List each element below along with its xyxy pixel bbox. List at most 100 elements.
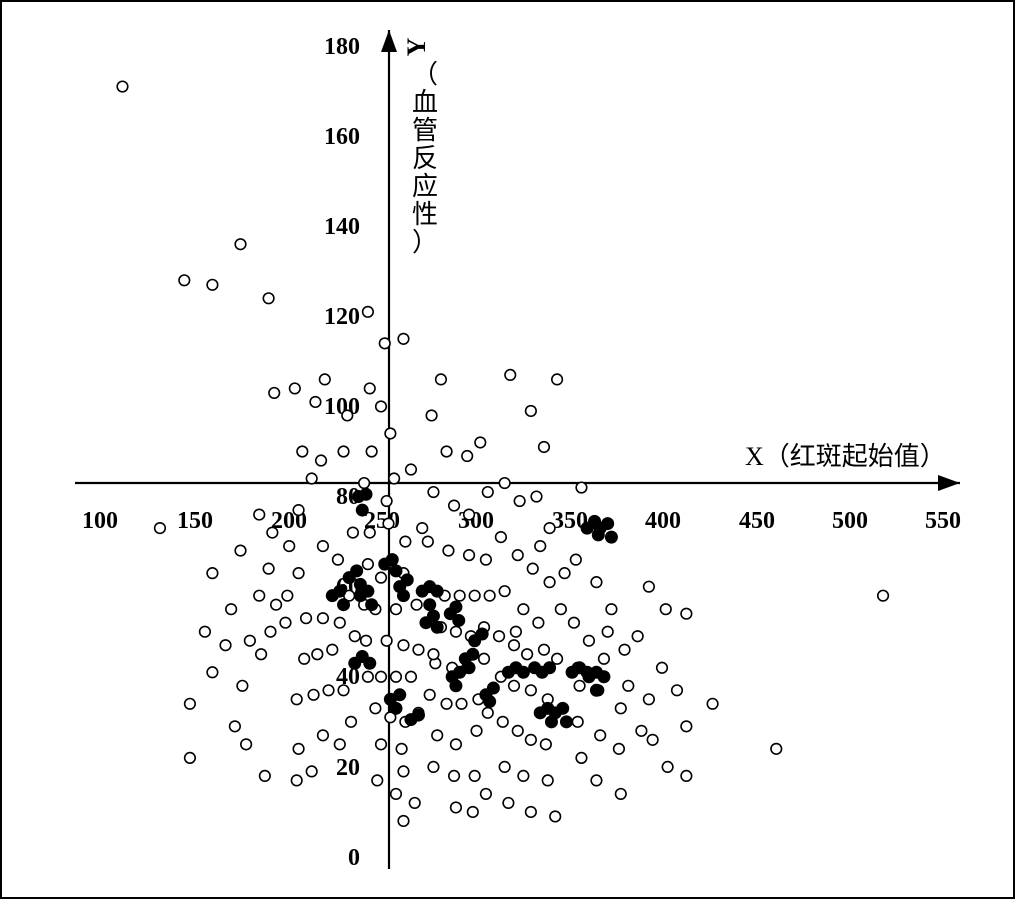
point-open [526,735,537,746]
point-open [254,590,265,601]
point-filled [544,662,556,674]
y-axis-label-char: 反 [412,144,438,173]
x-axis-label: X（红斑起始值） [745,442,946,471]
point-open [569,617,580,628]
y-tick-label: 140 [324,214,360,240]
point-open [541,739,552,750]
point-open [363,559,374,570]
point-open [409,798,420,809]
point-open [406,671,417,682]
point-open [293,744,304,755]
point-filled [476,628,488,640]
point-open [398,766,409,777]
point-open [417,523,428,534]
x-tick-label: 400 [645,508,681,534]
point-filled [390,565,402,577]
point-open [522,649,533,660]
point-open [256,649,267,660]
point-open [441,699,452,710]
point-open [318,613,329,624]
y-tick-label: 20 [336,755,360,781]
point-open [185,699,196,710]
point-open [290,383,301,394]
y-tick-label: 160 [324,124,360,150]
point-open [615,703,626,714]
point-open [346,717,357,728]
point-open [707,699,718,710]
point-open [527,563,538,574]
point-open [552,374,563,385]
point-filled [334,585,346,597]
point-open [359,478,370,489]
point-open [878,590,889,601]
point-filled [360,488,372,500]
point-open [237,680,248,691]
point-open [370,703,381,714]
point-open [400,536,411,547]
point-open [614,744,625,755]
point-open [207,279,218,290]
point-open [591,577,602,588]
point-open [576,482,587,493]
point-open [254,509,265,520]
point-open [481,789,492,800]
point-open [771,744,782,755]
point-open [406,464,417,475]
point-open [464,509,475,520]
point-open [443,545,454,556]
point-open [426,410,437,421]
point-filled [401,574,413,586]
point-open [533,617,544,628]
point-open [451,802,462,813]
point-open [179,275,190,286]
point-filled [450,601,462,613]
point-open [299,653,310,664]
point-open [363,307,374,318]
point-filled [487,682,499,694]
point-open [271,599,282,610]
point-open [207,667,218,678]
point-filled [598,671,610,683]
point-filled [517,666,529,678]
scatter-chart: 1001502002503003504004505005500204060801… [0,0,1015,899]
point-filled [338,599,350,611]
point-filled [386,554,398,566]
point-open [207,568,218,579]
point-open [376,739,387,750]
point-open [475,437,486,448]
point-open [542,775,553,786]
point-open [338,446,349,457]
point-open [471,726,482,737]
point-open [503,798,514,809]
point-filled [602,518,614,530]
point-open [672,685,683,696]
point-filled [605,531,617,543]
point-open [535,541,546,552]
point-open [544,523,555,534]
point-open [334,739,345,750]
point-open [230,721,241,732]
point-open [469,771,480,782]
point-filled [366,599,378,611]
point-open [241,739,252,750]
point-filled [560,716,572,728]
point-open [293,505,304,516]
point-open [263,563,274,574]
point-open [662,762,673,773]
point-open [424,690,435,701]
y-tick-label: 0 [348,845,360,871]
point-open [389,473,400,484]
point-open [398,816,409,827]
point-open [291,694,302,705]
point-open [269,388,280,399]
point-open [363,671,374,682]
point-open [606,604,617,615]
x-tick-label: 450 [739,508,775,534]
point-open [584,635,595,646]
point-open [556,604,567,615]
point-open [432,730,443,741]
point-open [155,523,166,534]
point-open [333,554,344,565]
point-open [323,685,334,696]
point-open [660,604,671,615]
